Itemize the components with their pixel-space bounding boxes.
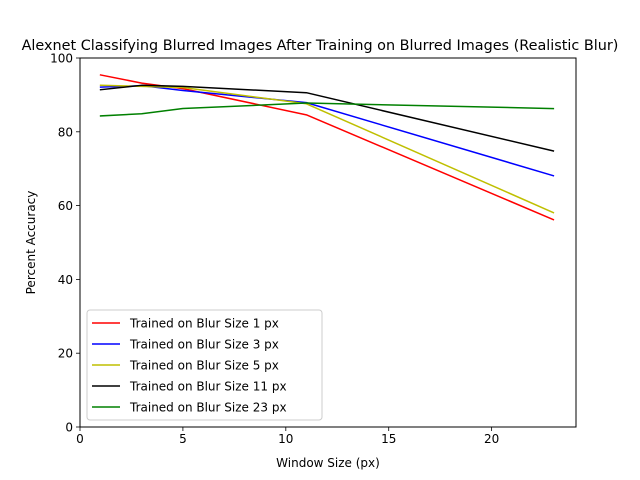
x-tick-label: 15 <box>381 432 396 446</box>
y-tick-label: 80 <box>58 125 73 139</box>
series-line-1 <box>99 74 555 221</box>
x-axis-label: Window Size (px) <box>276 456 380 470</box>
chart-title: Alexnet Classifying Blurred Images After… <box>22 38 619 54</box>
legend-label: Trained on Blur Size 1 px <box>129 317 279 331</box>
legend-label: Trained on Blur Size 5 px <box>129 359 279 373</box>
legend-label: Trained on Blur Size 3 px <box>129 338 279 352</box>
x-tick-label: 0 <box>76 432 84 446</box>
legend-label: Trained on Blur Size 23 px <box>129 401 287 415</box>
y-tick-label: 100 <box>50 52 73 66</box>
y-tick-label: 60 <box>58 199 73 213</box>
y-tick-label: 40 <box>58 273 73 287</box>
x-tick-label: 10 <box>278 432 293 446</box>
legend: Trained on Blur Size 1 px Trained on Blur… <box>86 309 323 421</box>
x-tick-label: 5 <box>179 432 187 446</box>
legend-box <box>86 309 323 421</box>
y-tick-label: 20 <box>58 347 73 361</box>
series-lines <box>99 74 555 221</box>
series-line-2 <box>99 84 555 177</box>
y-axis-label: Percent Accuracy <box>24 191 38 295</box>
series-line-4 <box>99 84 555 152</box>
series-line-5 <box>99 102 555 117</box>
legend-label: Trained on Blur Size 11 px <box>129 380 287 394</box>
plot-area-frame <box>79 57 577 428</box>
y-tick-label: 0 <box>65 421 73 435</box>
x-tick-label: 20 <box>484 432 499 446</box>
x-axis-ticks: 0 5 10 15 20 <box>76 427 499 446</box>
y-axis-ticks: 0 20 40 60 80 100 <box>50 52 80 435</box>
series-line-3 <box>99 84 555 214</box>
